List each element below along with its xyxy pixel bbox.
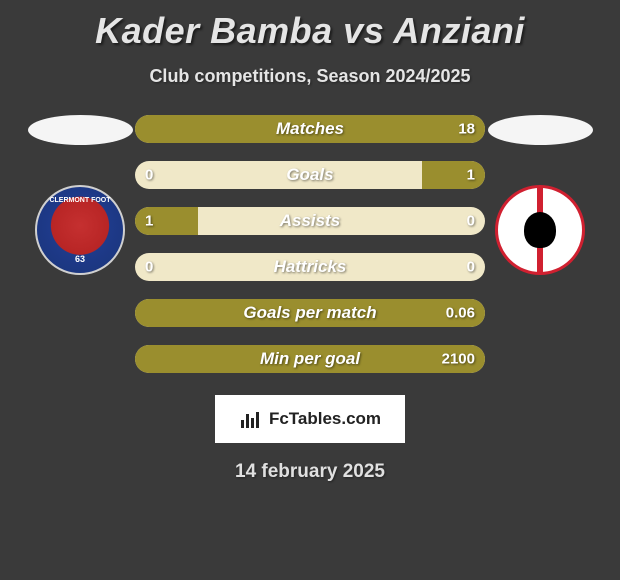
left-side: CLERMONT FOOT 63 (25, 115, 135, 275)
left-ellipse (28, 115, 133, 145)
stat-value-right: 0 (467, 259, 475, 276)
left-badge-text-bot: 63 (75, 255, 85, 265)
stat-value-right: 18 (458, 121, 475, 138)
stat-label: Assists (280, 211, 340, 231)
comparison-main: CLERMONT FOOT 63 Matches 18 0 Goals 1 1 Assist… (0, 115, 620, 373)
page-title: Kader Bamba vs Anziani (0, 0, 620, 52)
stat-label: Goals (286, 165, 333, 185)
stat-label: Hattricks (274, 257, 347, 277)
chart-icon (239, 410, 263, 428)
right-badge-head-icon (524, 212, 556, 248)
bar-fill-right (422, 161, 485, 189)
stat-label: Min per goal (260, 349, 360, 369)
stat-value-left: 1 (145, 213, 153, 230)
right-team-badge (495, 185, 585, 275)
stat-value-left: 0 (145, 259, 153, 276)
stat-row: Min per goal 2100 (135, 345, 485, 373)
stats-container: Matches 18 0 Goals 1 1 Assists 0 0 Hattricks 0 Goal… (135, 115, 485, 373)
stat-row: Matches 18 (135, 115, 485, 143)
stat-value-right: 0 (467, 213, 475, 230)
stat-value-right: 0.06 (446, 305, 475, 322)
left-team-badge: CLERMONT FOOT 63 (35, 185, 125, 275)
left-badge-text-top: CLERMONT FOOT (49, 197, 110, 205)
stat-value-left: 0 (145, 167, 153, 184)
stat-value-right: 1 (467, 167, 475, 184)
fctables-badge: FcTables.com (215, 395, 405, 443)
stat-row: 0 Hattricks 0 (135, 253, 485, 281)
stat-label: Matches (276, 119, 344, 139)
right-side (485, 115, 595, 275)
stat-row: Goals per match 0.06 (135, 299, 485, 327)
stat-value-right: 2100 (442, 351, 475, 368)
stat-row: 1 Assists 0 (135, 207, 485, 235)
right-ellipse (488, 115, 593, 145)
stat-row: 0 Goals 1 (135, 161, 485, 189)
fctables-label: FcTables.com (269, 409, 381, 429)
date-label: 14 february 2025 (0, 461, 620, 483)
subtitle: Club competitions, Season 2024/2025 (0, 66, 620, 87)
stat-label: Goals per match (243, 303, 376, 323)
